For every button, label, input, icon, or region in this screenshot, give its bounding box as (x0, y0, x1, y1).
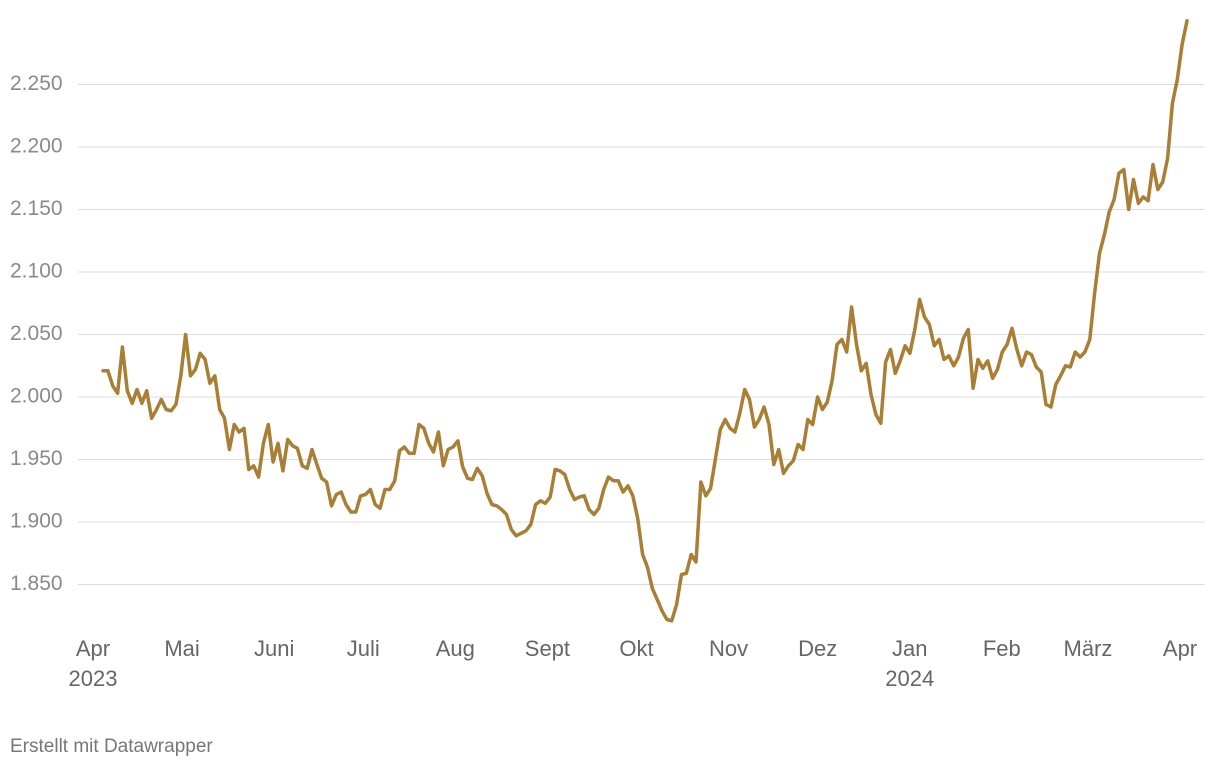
x-tick-label: Dez (798, 636, 837, 661)
x-tick-label: Apr (76, 636, 110, 661)
x-tick-label: Nov (709, 636, 748, 661)
x-tick-label: Okt (619, 636, 653, 661)
y-tick-label: 1.950 (10, 447, 63, 470)
x-tick-year: 2024 (885, 666, 934, 691)
x-tick-label: Feb (983, 636, 1021, 661)
y-tick-label: 2.000 (10, 385, 63, 408)
y-tick-label: 2.200 (10, 135, 63, 158)
x-tick-label: Apr (1163, 636, 1197, 661)
y-tick-label: 2.250 (10, 72, 63, 95)
x-tick-label: Mai (164, 636, 199, 661)
y-tick-label: 1.900 (10, 510, 63, 533)
y-tick-label: 2.100 (10, 260, 63, 283)
x-tick-label: Aug (436, 636, 475, 661)
y-tick-label: 2.150 (10, 197, 63, 220)
x-tick-label: März (1064, 636, 1113, 661)
price-line (101, 19, 1189, 623)
x-tick-label: Juli (347, 636, 380, 661)
x-tick-label: Juni (254, 636, 294, 661)
y-tick-label: 2.050 (10, 322, 63, 345)
footer: Erstellt mit Datawrapper (10, 736, 213, 757)
x-tick-label: Sept (525, 636, 570, 661)
y-tick-label: 1.850 (10, 572, 63, 595)
x-tick-label: Jan (892, 636, 927, 661)
x-tick-year: 2023 (69, 666, 118, 691)
